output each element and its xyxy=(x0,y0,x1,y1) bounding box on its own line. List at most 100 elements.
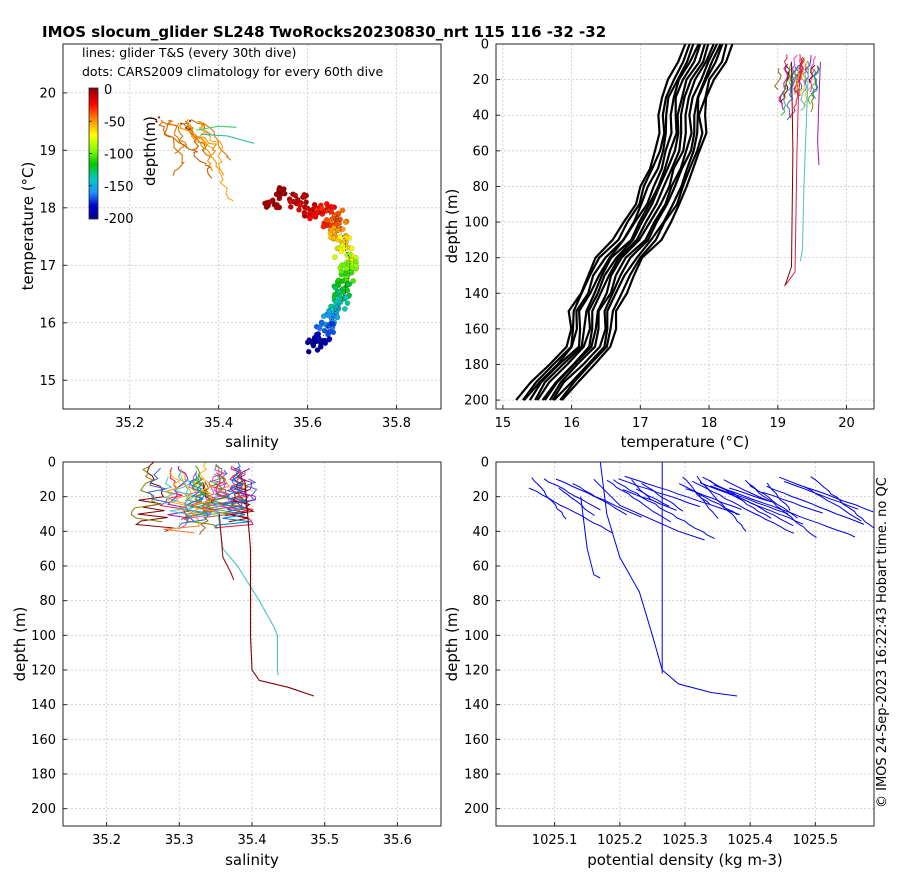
ts-ylabel: temperature (°C) xyxy=(19,162,37,291)
ts-climatology-dot xyxy=(276,186,282,193)
temp-plot-area xyxy=(496,44,874,409)
ts-climatology-dot xyxy=(342,306,348,312)
temp-profile-glider xyxy=(785,58,803,285)
dens-profile xyxy=(779,476,874,513)
temp-ytick-label: 20 xyxy=(472,73,489,88)
ts-climatology-dot xyxy=(292,192,299,199)
ts-glider-line xyxy=(166,119,188,149)
ts-climatology-dot xyxy=(320,313,327,320)
temp-profile-glider xyxy=(791,68,798,84)
dens-ytick-label: 160 xyxy=(464,733,489,748)
ts-climatology-dot xyxy=(328,227,335,233)
temp-profile-black xyxy=(522,44,691,401)
ts-glider-line xyxy=(162,121,213,179)
temp-ytick-label: 40 xyxy=(472,109,489,124)
dens-xtick-label: 1025.5 xyxy=(793,833,839,848)
ts-grid xyxy=(63,44,441,409)
colorbar-tick-label: 0 xyxy=(104,83,112,98)
temp-profile-black xyxy=(549,44,718,401)
ts-climatology-dots xyxy=(262,184,359,355)
ts-climatology-dot xyxy=(318,205,325,212)
ts-climatology-dot xyxy=(320,223,327,230)
ts-xtick-label: 35.8 xyxy=(382,416,411,431)
sal-profile-glider xyxy=(216,475,230,508)
ts-climatology-dot xyxy=(281,190,288,197)
temp-profile-glider xyxy=(812,66,820,99)
temp-profile-black xyxy=(515,44,687,401)
ts-climatology-dot xyxy=(276,204,283,211)
sal-profile-glider xyxy=(244,479,314,697)
sal-profile-glider xyxy=(215,472,226,498)
ts-glider-speck xyxy=(155,120,158,123)
ts-ytick-label: 20 xyxy=(39,86,56,101)
dens-xtick-label: 1025.4 xyxy=(727,833,773,848)
temp-ytick-label: 80 xyxy=(472,180,489,195)
temp-ytick-label: 160 xyxy=(464,322,489,337)
colorbar-tick-label: -200 xyxy=(104,212,134,227)
ts-climatology-dot xyxy=(337,234,343,240)
ts-glider-speck xyxy=(185,126,188,130)
temp-xtick-label: 17 xyxy=(632,416,649,431)
dens-profile xyxy=(749,485,817,539)
ts-climatology-dot xyxy=(304,205,311,211)
ts-glider-line xyxy=(196,125,237,131)
temp-profile-glider xyxy=(786,66,797,121)
sal-profile-glider xyxy=(214,466,251,529)
dens-profile-lines xyxy=(528,462,874,697)
ts-climatology-dot xyxy=(303,199,309,205)
ts-climatology-dot xyxy=(335,227,342,233)
ts-climatology-dot xyxy=(342,219,349,225)
ts-glider-line xyxy=(182,122,213,158)
temp-ytick-label: 200 xyxy=(464,394,489,409)
dens-ytick-label: 180 xyxy=(464,768,489,783)
sal-xtick-label: 35.4 xyxy=(238,833,267,848)
dens-ytick-label: 140 xyxy=(464,698,489,713)
ts-climatology-dot xyxy=(326,336,333,342)
ts-climatology-dot xyxy=(338,268,345,275)
density-profile-panel: 1025.1 1025.2 1025.3 1025.4 1025.5 0 20 40 60 80 1… xyxy=(443,456,875,869)
sal-ytick-label: 160 xyxy=(31,733,56,748)
ts-glider-line xyxy=(184,120,200,150)
dens-ytick-label: 60 xyxy=(472,560,489,575)
dens-profile xyxy=(599,462,738,697)
ts-climatology-dot xyxy=(344,281,351,288)
dens-profile xyxy=(685,488,742,510)
dens-profile xyxy=(678,483,738,516)
ts-climatology-dot xyxy=(339,207,346,214)
sal-ytick-label: 140 xyxy=(31,698,56,713)
temp-profile-black xyxy=(559,44,728,401)
temp-profile-glider xyxy=(795,68,802,91)
sal-profile-glider xyxy=(236,468,257,507)
ts-climatology-dot xyxy=(348,245,355,252)
temp-profile-black xyxy=(543,44,715,401)
dens-profile xyxy=(606,479,671,523)
dens-profile xyxy=(624,475,740,516)
temp-xlabel: temperature (°C) xyxy=(621,433,750,451)
ts-climatology-dot xyxy=(345,260,352,267)
ts-glider-line xyxy=(200,133,255,144)
temp-profile-glider xyxy=(787,61,794,91)
sal-ytick-label: 20 xyxy=(39,490,56,505)
ts-climatology-dot xyxy=(305,348,312,355)
ts-climatology-dot xyxy=(329,218,335,224)
ts-climatology-dot xyxy=(346,251,353,258)
sal-profile-glider xyxy=(243,478,258,507)
ts-climatology-dot xyxy=(325,207,332,213)
temp-profile-glider xyxy=(790,57,805,119)
ts-climatology-dot xyxy=(311,337,318,343)
ts-climatology-dot xyxy=(333,221,340,228)
temperature-profile-panel: 15 16 17 18 19 20020406080100120140160180200 … xyxy=(443,38,875,451)
temp-profile-glider xyxy=(779,63,789,111)
colorbar-ticks: 0 -50 -100 -150 -200 xyxy=(89,83,134,227)
sal-profile-glider xyxy=(187,473,210,512)
dens-profile xyxy=(622,489,677,511)
dens-ytick-label: 120 xyxy=(464,664,489,679)
ts-glider-line xyxy=(177,122,225,176)
ts-axes-box xyxy=(62,43,442,410)
temp-profile-glider xyxy=(780,69,791,116)
ts-climatology-dot xyxy=(301,209,308,216)
dens-profile xyxy=(572,483,627,516)
dens-profile xyxy=(631,479,652,501)
ts-ytick-label: 16 xyxy=(39,316,56,331)
